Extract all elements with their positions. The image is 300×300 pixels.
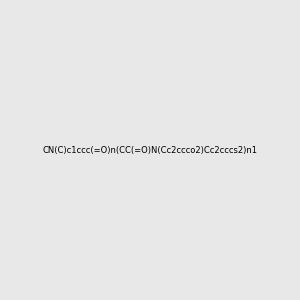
- Text: CN(C)c1ccc(=O)n(CC(=O)N(Cc2ccco2)Cc2cccs2)n1: CN(C)c1ccc(=O)n(CC(=O)N(Cc2ccco2)Cc2cccs…: [43, 146, 257, 154]
